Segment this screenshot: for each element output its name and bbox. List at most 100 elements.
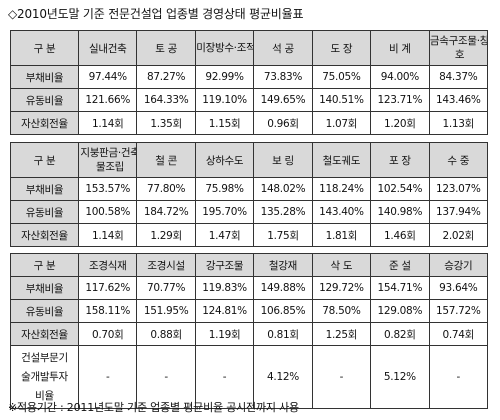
table-header-row: 구 분 조경식재 조경시설 강구조물 철강재 삭 도 준 설 승강기 xyxy=(10,253,489,277)
table-cell: 2.02회 xyxy=(428,223,489,247)
table-cell: 140.51% xyxy=(311,88,372,112)
table-cell: 0.88회 xyxy=(136,322,196,346)
header-cell: 구 분 xyxy=(10,30,79,66)
table-cell: 149.65% xyxy=(253,88,313,112)
table-cell: 149.88% xyxy=(253,276,313,300)
table-cell: 1.07회 xyxy=(311,111,372,135)
table-cell: 184.72% xyxy=(136,200,196,224)
row-label: 유동비율 xyxy=(10,299,79,323)
table-row: 자산회전율 1.14회 1.35회 1.15회 0.96회 1.07회 1.20… xyxy=(10,111,489,135)
table-cell: 1.46회 xyxy=(370,223,430,247)
row-label-text: 건설부문기술개발투자비율 xyxy=(21,351,68,402)
table-row: 유동비율 158.11% 151.95% 124.81% 106.85% 78.… xyxy=(10,299,489,323)
table-cell: 1.75회 xyxy=(253,223,313,247)
table-cell: 117.62% xyxy=(77,276,138,300)
table-cell: 0.96회 xyxy=(253,111,313,135)
row-label: 유동비율 xyxy=(10,200,79,224)
table-cell: 75.05% xyxy=(311,65,372,89)
table-cell: 78.50% xyxy=(311,299,372,323)
table-cell: 164.33% xyxy=(136,88,196,112)
table-row: 건설부문기술개발투자비율 - - - 4.12% - 5.12% - xyxy=(10,345,489,409)
header-cell: 포 장 xyxy=(370,142,430,178)
header-cell: 비 계 xyxy=(370,30,430,66)
table-cell: 158.11% xyxy=(77,299,138,323)
ratio-table-1: 구 분 실내건축 토 공 미장방수·조적 석 공 도 장 비 계 금속구조물·창… xyxy=(10,30,489,135)
row-label: 부채비율 xyxy=(10,276,79,300)
table-cell: 75.98% xyxy=(194,177,255,201)
table-cell: 1.35회 xyxy=(136,111,196,135)
page-title: ◇2010년도말 기준 전문건설업 업종별 경영상태 평균비율표 xyxy=(8,7,304,21)
table-cell: 119.83% xyxy=(194,276,255,300)
header-cell: 상하수도 xyxy=(194,142,255,178)
table-cell: 118.24% xyxy=(311,177,372,201)
table-row: 자산회전율 1.14회 1.29회 1.47회 1.75회 1.81회 1.46… xyxy=(10,223,489,247)
row-label: 유동비율 xyxy=(10,88,79,112)
table-cell: 140.98% xyxy=(370,200,430,224)
table-cell: 153.57% xyxy=(77,177,138,201)
header-cell: 구 분 xyxy=(10,142,79,178)
table-cell: 129.08% xyxy=(370,299,430,323)
header-cell: 구 분 xyxy=(10,253,79,277)
header-cell: 철 콘 xyxy=(136,142,196,178)
header-cell: 도 장 xyxy=(311,30,372,66)
header-line: 금속구조물·창호 xyxy=(429,35,488,61)
footnote: ※적용기간 : 2011년도말 기준 업종별 평균비율 공시전까지 사용 xyxy=(8,401,299,414)
row-label: 부채비율 xyxy=(10,177,79,201)
table-row: 부채비율 97.44% 87.27% 92.99% 73.83% 75.05% … xyxy=(10,65,489,89)
table-cell: 77.80% xyxy=(136,177,196,201)
table-cell: 148.02% xyxy=(253,177,313,201)
header-cell: 토 공 xyxy=(136,30,196,66)
table-cell: 5.12% xyxy=(370,345,430,409)
table-cell: 121.66% xyxy=(77,88,138,112)
table-cell: 0.82회 xyxy=(370,322,430,346)
table-cell: 0.74회 xyxy=(428,322,489,346)
header-cell: 승강기 xyxy=(428,253,489,277)
table-cell: 1.81회 xyxy=(311,223,372,247)
header-line: 지붕판금·건축물조립 xyxy=(80,147,137,173)
header-cell: 수 중 xyxy=(428,142,489,178)
table-cell: 4.12% xyxy=(253,345,313,409)
table-cell: 73.83% xyxy=(253,65,313,89)
table-cell: 92.99% xyxy=(194,65,255,89)
table-header-row: 구 분 실내건축 토 공 미장방수·조적 석 공 도 장 비 계 금속구조물·창… xyxy=(10,30,489,66)
ratio-table-2: 구 분 지붕판금·건축물조립 철 콘 상하수도 보 링 철도궤도 포 장 수 중… xyxy=(10,142,489,247)
table-cell: 1.19회 xyxy=(194,322,255,346)
table-cell: 1.47회 xyxy=(194,223,255,247)
header-cell: 준 설 xyxy=(370,253,430,277)
header-cell: 석 공 xyxy=(253,30,313,66)
table-cell: 102.54% xyxy=(370,177,430,201)
table-cell: 143.40% xyxy=(311,200,372,224)
table-cell: 137.94% xyxy=(428,200,489,224)
table-cell: 119.10% xyxy=(194,88,255,112)
header-cell: 금속구조물·창호 xyxy=(428,30,489,66)
table-cell: 1.14회 xyxy=(77,223,138,247)
row-label: 부채비율 xyxy=(10,65,79,89)
header-cell: 실내건축 xyxy=(77,30,138,66)
row-label: 자산회전율 xyxy=(10,322,79,346)
table-cell: 143.46% xyxy=(428,88,489,112)
table-cell: - xyxy=(194,345,255,409)
header-cell: 강구조물 xyxy=(194,253,255,277)
table-cell: 94.00% xyxy=(370,65,430,89)
header-cell: 조경시설 xyxy=(136,253,196,277)
table-cell: 157.72% xyxy=(428,299,489,323)
header-cell: 미장방수·조적 xyxy=(194,30,255,66)
table-cell: 1.15회 xyxy=(194,111,255,135)
table-cell: 0.81회 xyxy=(253,322,313,346)
table-cell: 135.28% xyxy=(253,200,313,224)
table-cell: - xyxy=(311,345,372,409)
table-cell: 195.70% xyxy=(194,200,255,224)
header-cell: 지붕판금·건축물조립 xyxy=(77,142,138,178)
header-cell: 철도궤도 xyxy=(311,142,372,178)
table-cell: 123.07% xyxy=(428,177,489,201)
table-cell: 123.71% xyxy=(370,88,430,112)
row-label: 건설부문기술개발투자비율 xyxy=(10,345,79,409)
table-cell: - xyxy=(428,345,489,409)
table-cell: 1.14회 xyxy=(77,111,138,135)
table-cell: 129.72% xyxy=(311,276,372,300)
table-row: 유동비율 121.66% 164.33% 119.10% 149.65% 140… xyxy=(10,88,489,112)
table-cell: 84.37% xyxy=(428,65,489,89)
table-cell: 124.81% xyxy=(194,299,255,323)
table-row: 부채비율 117.62% 70.77% 119.83% 149.88% 129.… xyxy=(10,276,489,300)
header-cell: 철강재 xyxy=(253,253,313,277)
